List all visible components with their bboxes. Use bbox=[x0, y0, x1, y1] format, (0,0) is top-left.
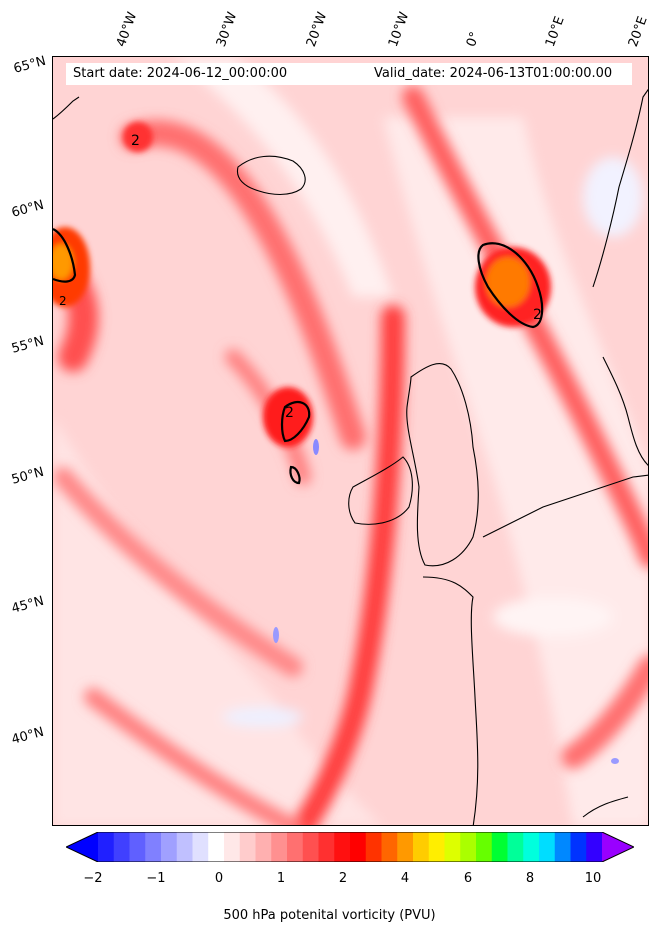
pv-map: 2 2 2 2 bbox=[52, 56, 649, 826]
colorbar-cell bbox=[145, 832, 162, 862]
colorbar-cell bbox=[365, 832, 382, 862]
colorbar-cell bbox=[334, 832, 351, 862]
continental-coast bbox=[482, 474, 648, 538]
coastlines bbox=[53, 88, 648, 825]
greenland-coast bbox=[53, 96, 80, 120]
lon-label-0: 0° bbox=[463, 29, 484, 49]
colorbar-cell bbox=[397, 832, 414, 862]
colorbar-cell bbox=[302, 832, 319, 862]
high-pv-bands bbox=[53, 86, 648, 825]
colorbar-tick: 8 bbox=[525, 871, 535, 886]
colorbar-cell bbox=[129, 832, 146, 862]
contour-label-2: 2 bbox=[533, 307, 542, 323]
colorbar-cell bbox=[255, 832, 272, 862]
colorbar-cell bbox=[586, 832, 603, 862]
negative-pv-spot-2 bbox=[273, 627, 279, 643]
lon-label-20w: 20°W bbox=[303, 10, 331, 49]
colorbar-label: 500 hPa potenital vorticity (PVU) bbox=[223, 908, 436, 923]
mediterranean-coast bbox=[582, 796, 629, 818]
colorbar-cell bbox=[176, 832, 193, 862]
colorbar-cell bbox=[271, 832, 288, 862]
valid-date-label: Valid_date: 2024-06-13T01:00:00.00 bbox=[374, 66, 613, 81]
colorbar-cell bbox=[287, 832, 304, 862]
norway-coast bbox=[592, 88, 648, 288]
colorbar-cell bbox=[444, 832, 461, 862]
colorbar-tick: 1 bbox=[276, 871, 286, 886]
lat-label-60n: 60°N bbox=[10, 197, 46, 221]
contour-label-3: 2 bbox=[285, 405, 294, 421]
colorbar-tick: 0 bbox=[214, 871, 224, 886]
colorbar-cell bbox=[413, 832, 430, 862]
colorbar-cell bbox=[476, 832, 493, 862]
colorbar-cell bbox=[208, 832, 225, 862]
colorbar-cell bbox=[318, 832, 335, 862]
colorbar-cell bbox=[523, 832, 540, 862]
negative-pv-spot-1 bbox=[313, 439, 319, 455]
baltic-coast bbox=[602, 356, 648, 466]
lat-label-40n: 40°N bbox=[10, 724, 46, 748]
great-britain-coast bbox=[406, 363, 479, 567]
colorbar-cell bbox=[491, 832, 508, 862]
colorbar-cell bbox=[428, 832, 445, 862]
contour-label-4: 2 bbox=[59, 294, 67, 308]
contour-label-1: 2 bbox=[131, 133, 140, 149]
colorbar-tick: 4 bbox=[400, 871, 410, 886]
colorbar-tick: 6 bbox=[463, 871, 473, 886]
pv-2-contours bbox=[53, 228, 544, 485]
colorbar-cell bbox=[224, 832, 241, 862]
colorbar-tick: −1 bbox=[146, 871, 166, 886]
lon-label-10e: 10°E bbox=[542, 14, 568, 50]
colorbar bbox=[64, 831, 636, 863]
lat-label-65n: 65°N bbox=[12, 53, 48, 77]
lon-label-10w: 10°W bbox=[385, 10, 413, 49]
colorbar-tick: −2 bbox=[83, 871, 103, 886]
lat-label-45n: 45°N bbox=[10, 593, 46, 617]
pv-field-svg: 2 2 2 2 bbox=[53, 57, 648, 825]
colorbar-svg bbox=[64, 831, 636, 863]
colorbar-min-arrow bbox=[66, 832, 98, 862]
pv-maxima bbox=[53, 122, 551, 447]
colorbar-cell bbox=[570, 832, 587, 862]
colorbar-cell bbox=[539, 832, 556, 862]
iceland-coast bbox=[236, 155, 306, 196]
colorbar-tick: 2 bbox=[338, 871, 348, 886]
colorbar-cell bbox=[98, 832, 115, 862]
colorbar-tick: 10 bbox=[584, 871, 602, 886]
colorbar-cell bbox=[113, 832, 130, 862]
colorbar-cell bbox=[192, 832, 209, 862]
ireland-coast bbox=[348, 456, 413, 525]
colorbar-cell bbox=[350, 832, 367, 862]
lat-label-55n: 55°N bbox=[10, 333, 46, 357]
colorbar-max-arrow bbox=[602, 832, 634, 862]
lon-label-30w: 30°W bbox=[213, 10, 241, 49]
colorbar-cell bbox=[460, 832, 477, 862]
colorbar-cell bbox=[507, 832, 524, 862]
header-bar bbox=[66, 63, 632, 85]
colorbar-cell bbox=[161, 832, 178, 862]
france-iberia-coast bbox=[422, 576, 479, 825]
negative-pv-spot-3 bbox=[611, 758, 619, 764]
colorbar-cell bbox=[239, 832, 256, 862]
colorbar-cell bbox=[554, 832, 571, 862]
colorbar-cell bbox=[381, 832, 398, 862]
start-date-label: Start date: 2024-06-12_00:00:00 bbox=[73, 66, 288, 81]
lon-label-20e: 20°E bbox=[625, 14, 651, 50]
lat-label-50n: 50°N bbox=[10, 464, 46, 488]
lon-label-40w: 40°W bbox=[113, 10, 141, 49]
